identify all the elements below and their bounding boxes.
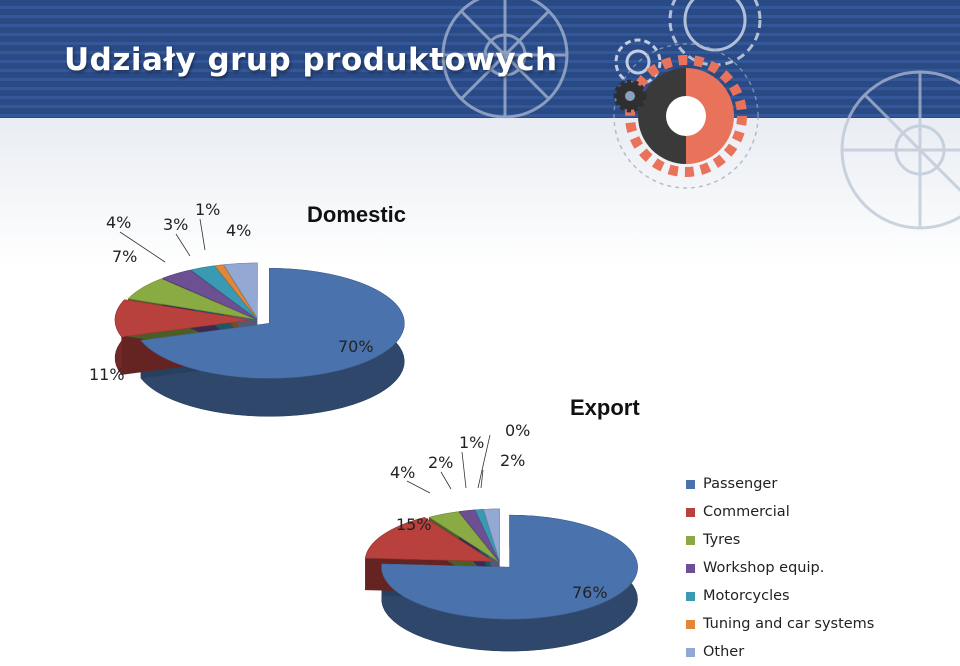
chart-legend: Passenger Commercial Tyres Workshop equi… <box>686 470 936 666</box>
legend-label: Other <box>703 644 745 660</box>
pie-labels: 76% 15% 4% 2% 1% 0% 2% <box>390 421 608 602</box>
legend-swatch <box>686 619 695 629</box>
label-leader-line <box>406 480 431 494</box>
pie-slice <box>458 509 500 562</box>
pie-data-label: 4% <box>106 213 131 232</box>
legend-swatch <box>686 479 695 489</box>
pie-data-label: 4% <box>226 221 251 240</box>
pie-data-label: 70% <box>338 337 374 356</box>
legend-label: Motorcycles <box>703 588 790 604</box>
pie-slice <box>161 269 256 319</box>
pie-slice <box>483 508 500 562</box>
legend-label: Tuning and car systems <box>703 616 875 632</box>
label-leader-line <box>119 231 166 263</box>
legend-item: Tuning and car systems <box>686 610 936 638</box>
label-leader-line <box>440 471 452 490</box>
pie-data-label: 1% <box>195 200 220 219</box>
pie-data-label: 11% <box>89 365 125 384</box>
gear-dark-icon <box>613 79 647 113</box>
wheel-right-icon <box>840 70 960 230</box>
pie-export: 76% 15% 4% 2% 1% 0% 2% <box>365 421 638 652</box>
label-leader-line <box>461 451 467 489</box>
legend-swatch <box>686 591 695 601</box>
pie-data-label: 1% <box>459 433 484 452</box>
pie-data-label: 7% <box>112 247 137 266</box>
pie-data-label: 15% <box>396 515 432 534</box>
legend-label: Tyres <box>703 532 741 548</box>
header-banner <box>0 0 960 118</box>
pie-slice <box>223 262 258 320</box>
pie-slice <box>190 265 257 319</box>
legend-swatch <box>686 563 695 573</box>
label-leader-line <box>175 233 191 257</box>
pie-slice <box>140 268 405 379</box>
pie-tops <box>365 508 638 620</box>
pie-slice <box>214 264 257 319</box>
label-leader-line <box>480 469 484 489</box>
pie-labels: 70% 11% 7% 4% 3% 1% 4% <box>89 200 374 384</box>
pie-slice <box>381 514 638 620</box>
legend-swatch <box>686 535 695 545</box>
legend-item: Motorcycles <box>686 582 936 610</box>
pie-data-label: 0% <box>505 421 530 440</box>
gear-decoration <box>441 0 960 230</box>
gear-orange-icon <box>625 55 747 177</box>
legend-swatch <box>686 647 695 657</box>
pie-slice <box>474 509 500 562</box>
legend-item: Commercial <box>686 498 936 526</box>
page-title: Udziały grup produktowych <box>64 42 558 78</box>
chart-title-domestic: Domestic <box>307 202 406 227</box>
pie-slice <box>114 299 251 338</box>
pie-tops <box>114 262 405 379</box>
gear-dashed-icon <box>613 43 759 189</box>
wheel-icon <box>441 0 569 119</box>
pie-domestic: 70% 11% 7% 4% 3% 1% 4% <box>89 200 405 417</box>
pie-slice <box>127 278 254 320</box>
pie-data-label: 2% <box>500 451 525 470</box>
legend-item: Tyres <box>686 526 936 554</box>
header-fade <box>0 118 960 268</box>
legend-item: Workshop equip. <box>686 554 936 582</box>
pie-data-label: 76% <box>572 583 608 602</box>
label-leader-line <box>477 434 491 489</box>
pie-data-label: 4% <box>390 463 415 482</box>
pie-data-label: 2% <box>428 453 453 472</box>
label-leader-line <box>199 218 206 251</box>
legend-item: Passenger <box>686 470 936 498</box>
chart-title-export: Export <box>570 395 640 420</box>
legend-label: Passenger <box>703 476 778 492</box>
pie-data-label: 3% <box>163 215 188 234</box>
legend-swatch <box>686 507 695 517</box>
legend-item: Other <box>686 638 936 666</box>
pie-slice <box>428 511 499 562</box>
legend-label: Commercial <box>703 504 790 520</box>
pie-slice <box>365 517 495 562</box>
legend-label: Workshop equip. <box>703 560 825 576</box>
